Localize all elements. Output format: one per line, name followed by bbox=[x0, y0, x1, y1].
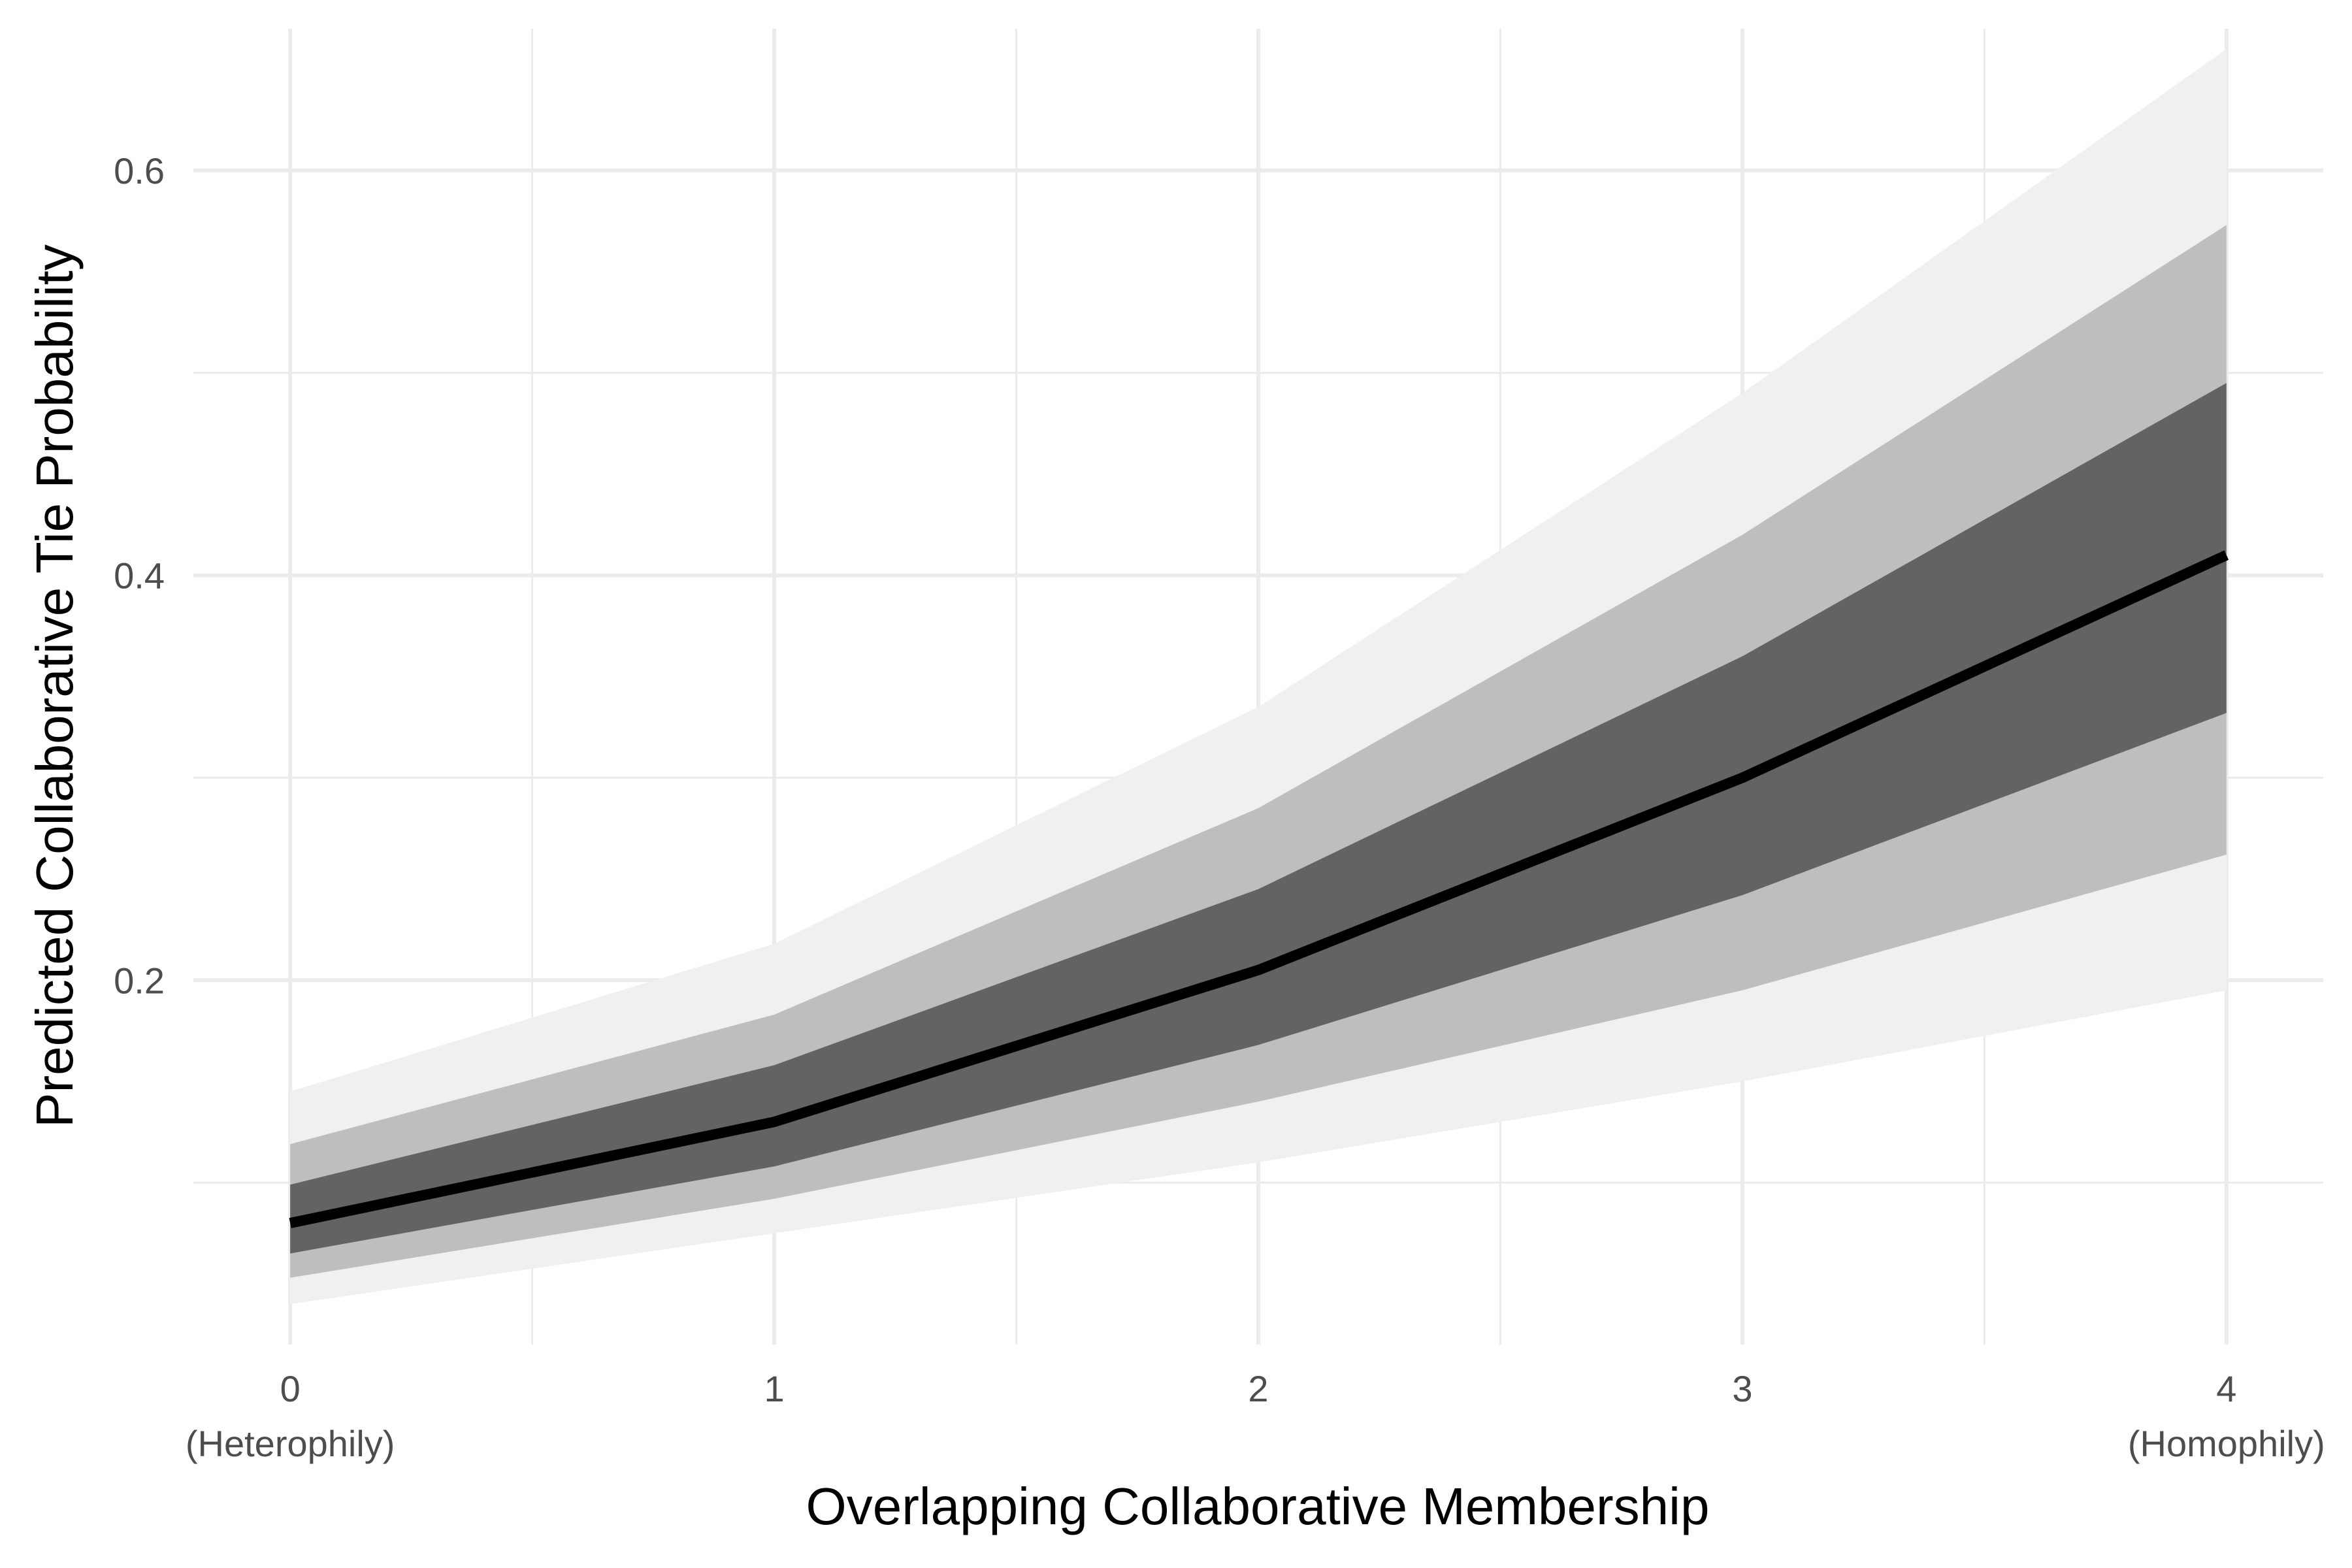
confidence-bands bbox=[290, 48, 2227, 1305]
y-tick-label: 0.4 bbox=[114, 555, 165, 596]
y-tick-label: 0.6 bbox=[114, 150, 165, 191]
x-tick-label: 3 bbox=[1732, 1368, 1752, 1409]
y-axis-title: Predicted Collaborative Tie Probability bbox=[25, 244, 84, 1128]
x-tick-label: 4 (Homophily) bbox=[2128, 1368, 2325, 1464]
x-axis-title: Overlapping Collaborative Membership bbox=[806, 1477, 1710, 1535]
x-tick-labels: 0 (Heterophily) 1 2 3 4 (Homophily) bbox=[186, 1368, 2325, 1464]
x-tick-label: 0 (Heterophily) bbox=[186, 1368, 395, 1464]
x-tick-label: 1 bbox=[764, 1368, 785, 1409]
band-inner bbox=[290, 383, 2227, 1254]
x-tick-label: 2 bbox=[1248, 1368, 1268, 1409]
y-tick-labels: 0.2 0.4 0.6 bbox=[114, 150, 165, 1001]
y-tick-label: 0.2 bbox=[114, 960, 165, 1001]
prediction-lines bbox=[289, 550, 2229, 1228]
